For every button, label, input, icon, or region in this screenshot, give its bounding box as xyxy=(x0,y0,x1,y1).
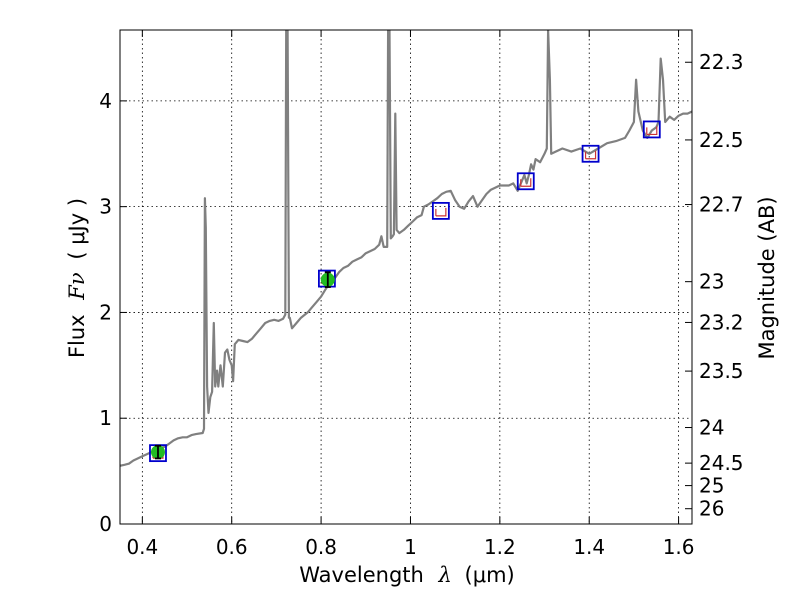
model-photometry-marker xyxy=(520,178,532,187)
model-photometry-box xyxy=(581,144,600,163)
x-tick-label: 0.8 xyxy=(305,535,337,559)
y-tick-label: 0 xyxy=(99,512,112,536)
mag-tick-label: 23 xyxy=(699,270,724,294)
mag-tick-label: 22.5 xyxy=(699,128,744,152)
y-tick-label: 4 xyxy=(99,89,112,113)
axes-layer: 0.4 0.6 0.8 1 1.2 1.4 1.60123422.322.522.72323… xyxy=(99,30,744,559)
plot-frame xyxy=(119,29,693,525)
y-axis-title: Flux Fν ( μJy ) xyxy=(65,198,89,358)
y-tick-label: 1 xyxy=(99,406,112,430)
y2-axis-title: Magnitude (AB) xyxy=(755,196,779,359)
x-axis-symbol: λ xyxy=(438,563,452,587)
mag-tick-label: 23.5 xyxy=(699,359,744,383)
x-axis-unit: (μm) xyxy=(465,563,515,587)
mag-tick-label: 26 xyxy=(699,497,724,521)
mag-tick-label: 22.7 xyxy=(699,193,744,217)
model-photometry-marker xyxy=(435,207,447,217)
mag-tick-label: 23.2 xyxy=(699,310,744,334)
x-tick-label: 1.4 xyxy=(573,535,605,559)
grid-lines xyxy=(120,30,692,524)
y-axis-symbol: Fν xyxy=(65,272,89,301)
x-tick-label: 0.4 xyxy=(126,535,158,559)
spectrum-line xyxy=(120,30,692,467)
y-tick-label: 2 xyxy=(99,300,112,324)
model-photometry-box xyxy=(642,120,661,139)
series-layer xyxy=(120,30,692,467)
x-axis-title: Wavelength λ (μm) xyxy=(299,563,514,587)
x-tick-label: 1.2 xyxy=(484,535,516,559)
model-photometry-marker xyxy=(646,126,658,136)
mag-tick-label: 24 xyxy=(699,416,724,440)
x-tick-label: 1.6 xyxy=(663,535,695,559)
y-axis-unit: ( μJy ) xyxy=(65,198,89,260)
model-photometry-box xyxy=(431,201,450,220)
model-photometry-marker xyxy=(584,150,597,160)
x-axis-label: Wavelength xyxy=(299,563,424,587)
mag-tick-label: 25 xyxy=(699,474,724,498)
x-tick-label: 1 xyxy=(404,535,417,559)
y-tick-label: 3 xyxy=(99,195,112,219)
x-tick-label: 0.6 xyxy=(216,535,248,559)
y-axis-label: Flux xyxy=(65,314,89,358)
mag-tick-label: 24.5 xyxy=(699,451,744,475)
model-photometry-box xyxy=(516,172,535,191)
mag-tick-label: 22.3 xyxy=(699,50,744,74)
